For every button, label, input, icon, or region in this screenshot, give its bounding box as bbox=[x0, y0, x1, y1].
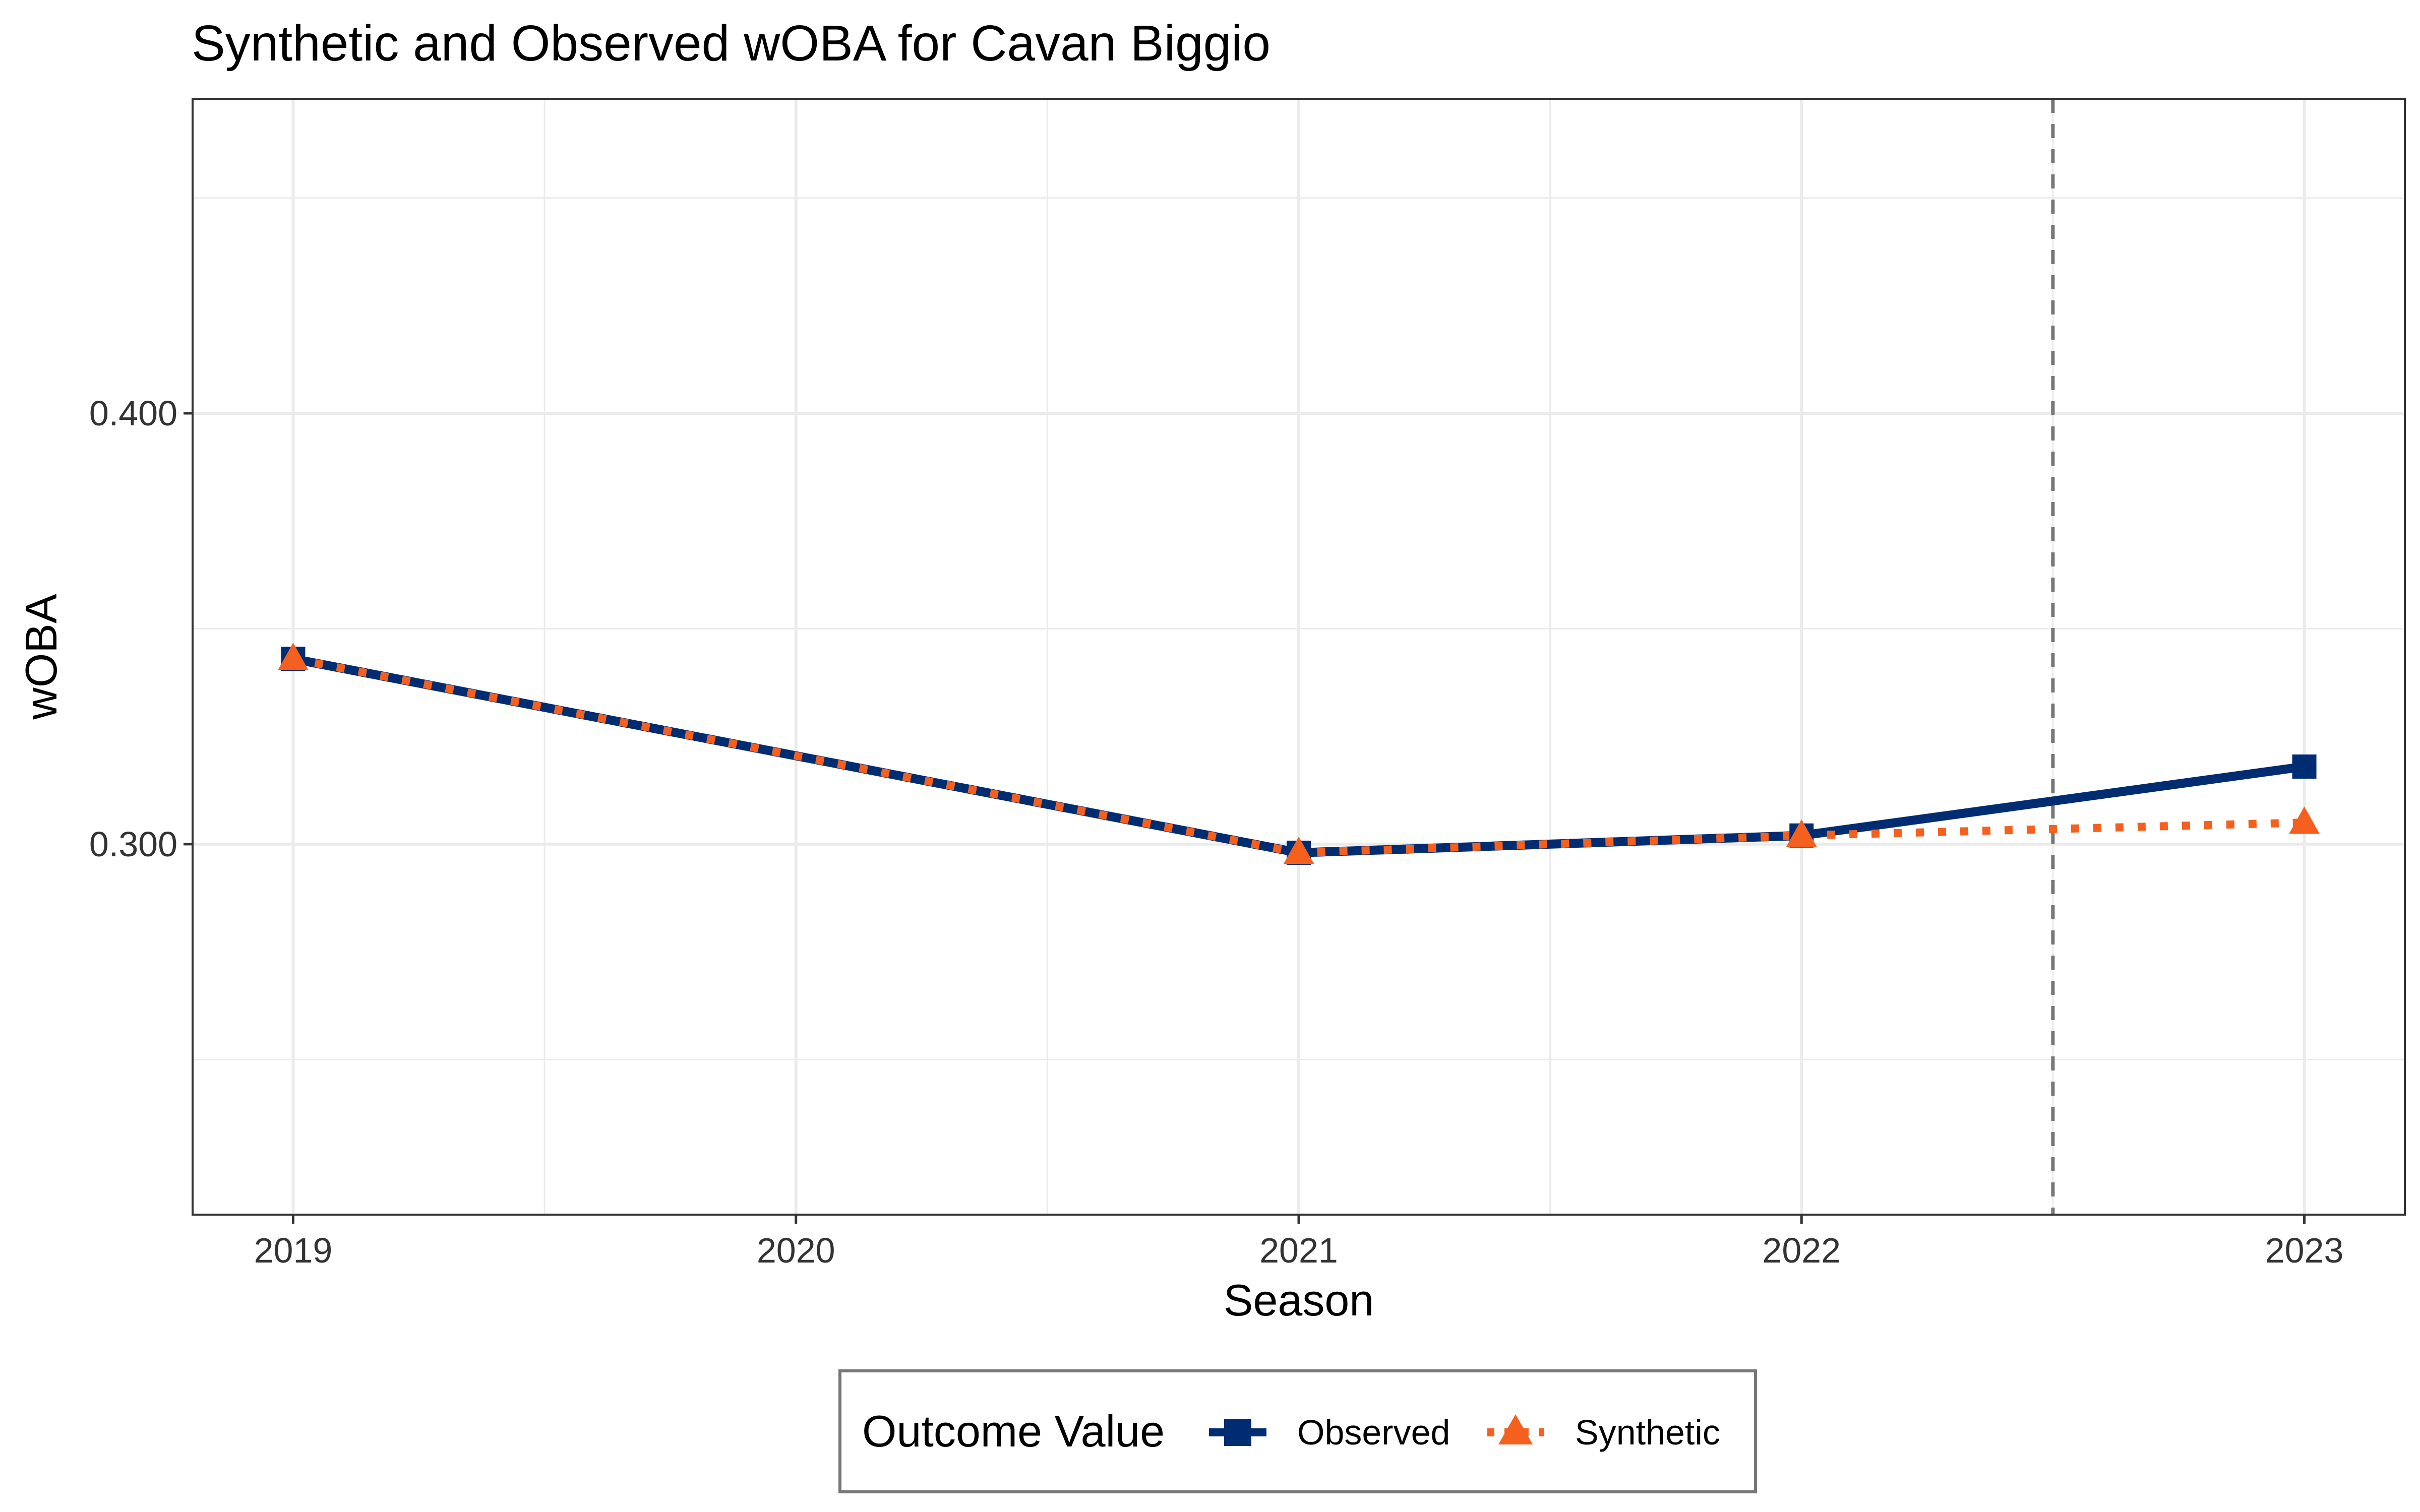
legend-label-synthetic: Synthetic bbox=[1575, 1413, 1720, 1452]
data-point-synthetic bbox=[1786, 819, 1817, 847]
data-point-synthetic bbox=[2289, 806, 2320, 834]
chart-title: Synthetic and Observed wOBA for Cavan Bi… bbox=[192, 15, 1270, 72]
x-tick-label: 2022 bbox=[1762, 1231, 1841, 1270]
plot-panel bbox=[192, 98, 2406, 1216]
x-tick-label: 2019 bbox=[254, 1231, 333, 1270]
y-tick-label: 0.400 bbox=[89, 394, 177, 433]
legend-key-synthetic-marker bbox=[1498, 1414, 1533, 1444]
legend-key-observed-marker bbox=[1224, 1419, 1251, 1446]
legend-item-observed: Observed bbox=[1209, 1413, 1450, 1452]
legend-box bbox=[838, 1369, 1757, 1493]
data-point-observed bbox=[2292, 754, 2317, 779]
x-tick-label: 2021 bbox=[1259, 1231, 1338, 1270]
series-layer bbox=[278, 643, 2320, 865]
legend-item-synthetic: Synthetic bbox=[1487, 1413, 1720, 1452]
y-axis-title: wOBA bbox=[16, 594, 66, 720]
series-line-synthetic bbox=[292, 655, 2305, 857]
y-tick-label: 0.300 bbox=[89, 825, 177, 864]
legend-title: Outcome Value bbox=[862, 1406, 1165, 1456]
legend: Outcome Value Observed Synthetic bbox=[838, 1369, 1757, 1493]
x-tick-label: 2020 bbox=[757, 1231, 835, 1270]
data-point-synthetic bbox=[1283, 836, 1314, 864]
x-axis-title: Season bbox=[1224, 1275, 1374, 1325]
x-tick-label: 2023 bbox=[2265, 1231, 2344, 1270]
data-point-synthetic bbox=[278, 643, 309, 670]
legend-label-observed: Observed bbox=[1297, 1413, 1450, 1452]
axes: 0.300 0.400 2019 2020 2021 2022 2023 bbox=[89, 394, 2344, 1270]
